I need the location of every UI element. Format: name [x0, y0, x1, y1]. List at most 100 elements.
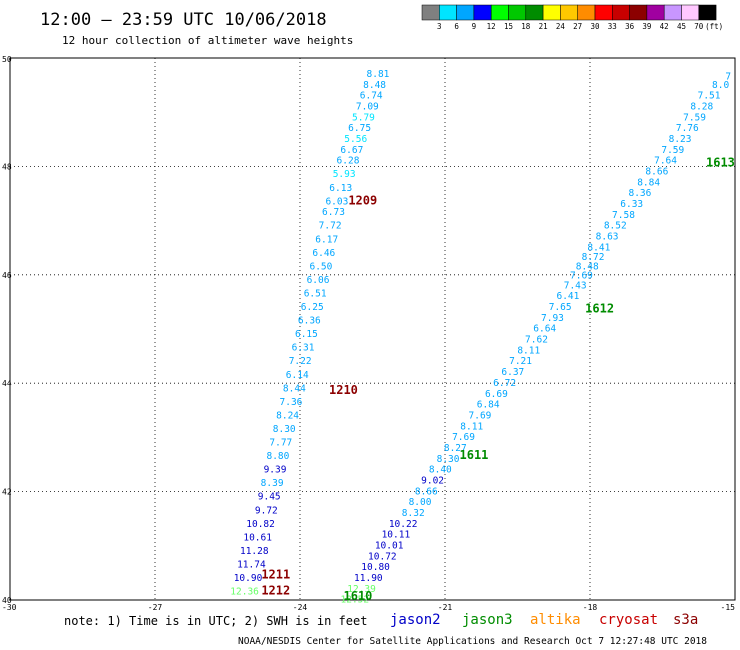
wave-height-label: 6.37 — [501, 367, 524, 378]
color-swatch — [560, 4, 578, 21]
wave-height-label: 8.84 — [637, 177, 660, 188]
color-scale-label: 36 — [625, 22, 635, 31]
wave-height-label: 8.28 — [690, 101, 713, 112]
wave-height-label: 8.72 — [582, 252, 605, 263]
satellite-legend-jason2: jason2 — [390, 612, 441, 628]
color-swatch — [681, 4, 700, 21]
pass-number-label: 1613 — [706, 155, 735, 169]
wave-height-label: 7.09 — [356, 101, 379, 112]
wave-height-label: 8.66 — [415, 486, 438, 497]
wave-height-label: 6.03 — [325, 196, 348, 207]
footer-credit: NOAA/NESDIS Center for Satellite Applica… — [238, 636, 707, 647]
wave-height-label: 8.52 — [604, 221, 627, 232]
wave-height-label: 8.39 — [261, 478, 284, 489]
wave-height-label: 7.64 — [654, 156, 677, 167]
color-swatch — [663, 4, 682, 21]
color-scale-label: 33 — [608, 22, 617, 31]
wave-height-label: 8.48 — [363, 80, 386, 91]
wave-height-label: 7.69 — [452, 432, 475, 443]
wave-height-label: 10.72 — [368, 551, 397, 562]
wave-height-label: 9.45 — [258, 492, 281, 503]
color-scale-label: 24 — [556, 22, 566, 31]
pass-labels: 1209 1210 1211 1212 1610 1611 1612 1613 — [261, 155, 735, 603]
color-swatch — [439, 4, 457, 21]
x-axis-ticks: -30 -27 -24 -21 -18 -15 — [2, 603, 735, 612]
satellite-legend-jason3: jason3 — [462, 612, 513, 628]
wave-height-label: 8.32 — [402, 508, 425, 519]
wave-height-label: 10.61 — [243, 532, 272, 543]
wave-height-label: 7.21 — [509, 356, 532, 367]
wave-height-label: 12.52 — [341, 595, 370, 606]
pass-number-label: 1209 — [348, 193, 377, 207]
wave-height-label: 10.22 — [389, 519, 418, 530]
y-tick-label: 42 — [2, 488, 12, 497]
satellite-legend-altika: altika — [530, 612, 581, 628]
y-tick-label: 48 — [2, 162, 12, 171]
wave-height-label: 8.11 — [517, 345, 540, 356]
wave-height-label: 8.66 — [645, 167, 668, 178]
wave-height-label: 10.01 — [375, 541, 404, 552]
y-tick-label: 40 — [2, 596, 12, 605]
color-scale-label: 3 — [437, 22, 442, 31]
wave-height-label: 11.28 — [240, 546, 269, 557]
wave-height-label: 7.43 — [564, 280, 587, 291]
wave-height-label: 8.27 — [444, 443, 467, 454]
color-scale-label: 21 — [539, 22, 548, 31]
wave-height-label: 7 — [725, 72, 731, 83]
wave-height-label: 7.72 — [319, 221, 342, 232]
x-tick-label: -30 — [2, 603, 17, 612]
color-swatch — [577, 4, 596, 21]
wave-height-label: 6.72 — [493, 378, 516, 389]
x-tick-label: -15 — [721, 603, 736, 612]
wave-height-label: 8.63 — [596, 232, 619, 243]
wave-height-label: 10.90 — [234, 573, 263, 584]
wave-height-label: 12.39 — [347, 584, 376, 595]
color-swatch — [629, 4, 648, 21]
wave-height-label: 6.41 — [556, 291, 579, 302]
wave-height-label: 8.23 — [669, 134, 692, 145]
wave-height-label: 8.11 — [460, 421, 483, 432]
wave-height-label: 7.65 — [549, 302, 572, 313]
color-scale-legend: 3 6 9 12 15 18 21 24 27 30 33 36 39 42 45 70 (ft) — [421, 4, 723, 31]
wave-height-label: 9.72 — [255, 505, 278, 516]
wave-height-label: 8.80 — [266, 451, 289, 462]
color-swatch — [490, 4, 509, 21]
wave-height-label: 10.11 — [382, 530, 411, 541]
y-tick-label: 44 — [2, 379, 12, 388]
wave-height-label: 7.93 — [541, 313, 564, 324]
color-swatch — [456, 4, 475, 21]
wave-height-label: 8.40 — [429, 465, 452, 476]
color-swatch — [594, 4, 613, 21]
wave-height-label: 6.33 — [620, 199, 643, 210]
satellite-legend: jason2 jason3 altika cryosat s3a — [390, 612, 698, 628]
y-tick-label: 50 — [2, 55, 12, 64]
color-swatch — [525, 4, 544, 21]
wave-height-label: 6.06 — [307, 275, 330, 286]
pass-number-label: 1612 — [585, 302, 614, 316]
color-scale-unit: (ft) — [705, 22, 723, 31]
wave-height-label: 5.93 — [333, 169, 356, 180]
color-swatch — [421, 4, 440, 21]
wave-height-label: 7.69 — [469, 410, 492, 421]
wave-height-label: 6.13 — [329, 183, 352, 194]
wave-height-label: 6.50 — [309, 261, 332, 272]
chart-subtitle: 12 hour collection of altimeter wave hei… — [62, 34, 353, 47]
pass-number-label: 1212 — [261, 584, 290, 598]
observation-labels: 8.818.486.747.095.796.755.566.676.285.93… — [230, 69, 731, 606]
color-swatch — [508, 4, 527, 21]
wave-height-label: 8.41 — [587, 242, 610, 253]
wave-height-label: 6.84 — [477, 400, 500, 411]
wave-height-label: 5.56 — [344, 134, 367, 145]
color-scale-label: 39 — [642, 22, 651, 31]
pass-number-label: 1611 — [460, 448, 489, 462]
color-scale-label: 6 — [454, 22, 459, 31]
color-swatch — [473, 4, 492, 21]
wave-height-label: 8.00 — [409, 497, 432, 508]
wave-height-label: 6.51 — [304, 288, 327, 299]
pass-number-label: 1610 — [344, 589, 373, 603]
wave-height-label: 12.36 — [230, 587, 259, 598]
wave-height-label: 11.74 — [237, 559, 266, 570]
x-tick-label: -24 — [293, 603, 308, 612]
wave-height-label: 6.69 — [485, 389, 508, 400]
chart-title: 12:00 – 23:59 UTC 10/06/2018 — [40, 10, 327, 30]
